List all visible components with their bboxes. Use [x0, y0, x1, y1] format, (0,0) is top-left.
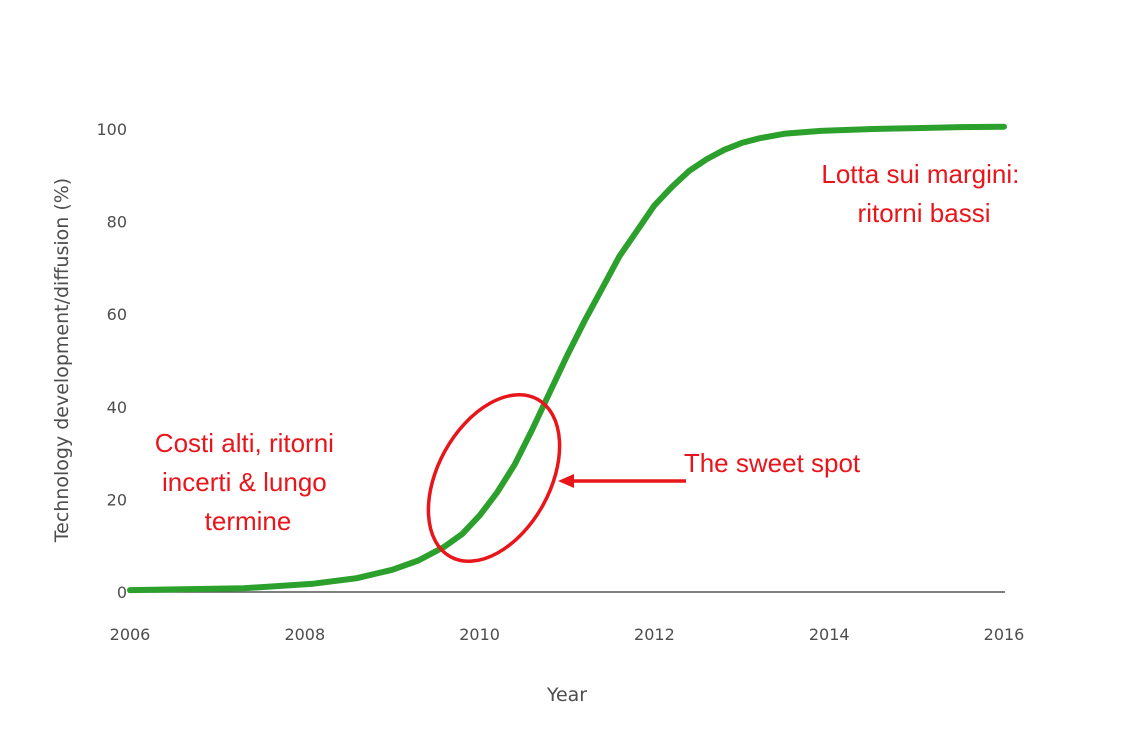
y-tick-label: 80: [107, 213, 127, 232]
annotation-costi-line-1: Costi alti, ritorni: [155, 428, 334, 458]
y-tick-label: 20: [107, 490, 127, 509]
x-tick-label: 2012: [634, 625, 675, 644]
x-axis-title: Year: [546, 684, 587, 706]
y-tick-labels: 0 20 40 60 80 100: [96, 120, 127, 602]
x-tick-label: 2016: [984, 625, 1025, 644]
x-tick-label: 2010: [459, 625, 500, 644]
y-axis-title: Technology development/diffusion (%): [51, 178, 73, 543]
annotation-costi-line-2: incerti & lungo: [162, 467, 327, 497]
x-tick-label: 2008: [284, 625, 325, 644]
x-tick-labels: 2006 2008 2010 2012 2014 2016: [110, 625, 1025, 644]
y-tick-label: 100: [96, 120, 127, 139]
annotation-costi-line-3: termine: [205, 506, 292, 536]
y-tick-label: 0: [117, 583, 127, 602]
annotation-lotta: Lotta sui margini: ritorni bassi: [821, 159, 1026, 228]
series-line: [127, 123, 1007, 594]
sweet-spot-ellipse: [426, 392, 562, 564]
x-tick-label: 2006: [110, 625, 151, 644]
y-tick-label: 40: [107, 398, 127, 417]
sweet-spot-arrowhead: [558, 474, 574, 488]
annotation-lotta-line-2: ritorni bassi: [858, 198, 991, 228]
annotation-sweet-spot: The sweet spot: [684, 448, 861, 478]
x-tick-label: 2014: [809, 625, 850, 644]
annotation-lotta-line-1: Lotta sui margini:: [821, 159, 1019, 189]
annotation-costi: Costi alti, ritorni incerti & lungo term…: [155, 428, 341, 536]
y-tick-label: 60: [107, 305, 127, 324]
